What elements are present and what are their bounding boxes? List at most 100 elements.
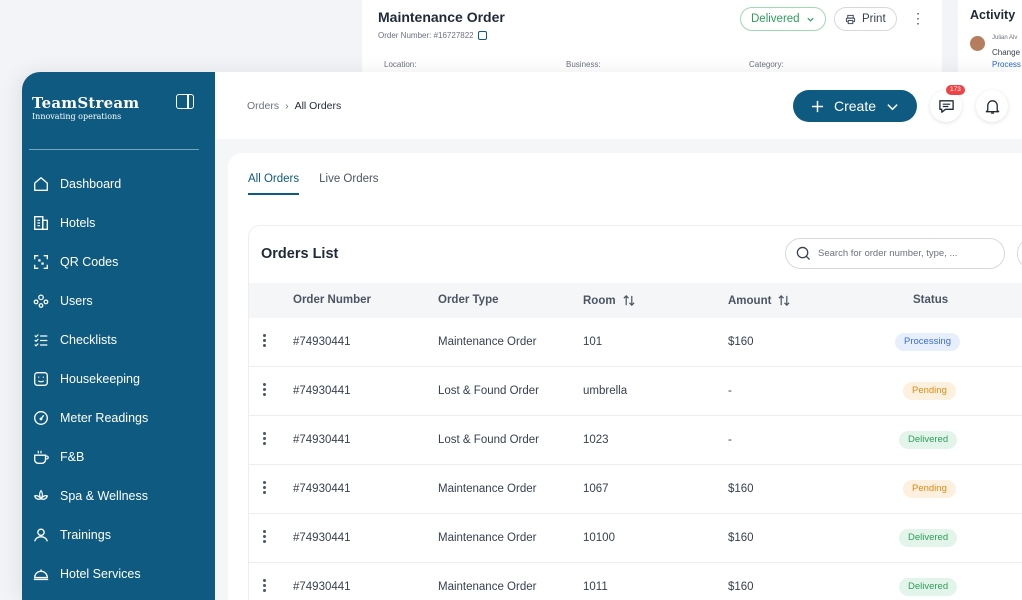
amount-cell: $160 <box>728 532 754 544</box>
order-number-cell[interactable]: #74930441 <box>293 385 351 397</box>
status-badge: Pending <box>903 480 956 498</box>
column-order-number[interactable]: Order Number <box>293 294 371 306</box>
order-number-cell[interactable]: #74930441 <box>293 483 351 495</box>
plus-icon <box>811 100 824 112</box>
room-cell: 1067 <box>583 483 609 495</box>
create-label: Create <box>833 98 877 114</box>
sidebar-item-fnb[interactable]: F&B <box>22 437 215 476</box>
sidebar: TeamStream Innovating operations Dashboa… <box>22 72 215 600</box>
status-badge: Delivered <box>899 578 958 596</box>
more-options-icon[interactable]: ⋮ <box>911 10 925 26</box>
search-input[interactable]: Search for order number, type, ... <box>785 238 1005 269</box>
orders-list-card: Orders List Search for order number, typ… <box>248 225 1022 600</box>
copy-icon[interactable] <box>477 31 487 40</box>
breadcrumb-orders[interactable]: Orders <box>247 100 280 112</box>
order-number-cell[interactable]: #74930441 <box>293 336 351 348</box>
amount-cell: - <box>728 434 732 446</box>
sidebar-item-checklists[interactable]: Checklists <box>22 320 215 359</box>
order-type-cell: Lost & Found Order <box>438 385 539 397</box>
room-cell: 101 <box>583 336 603 348</box>
activity-title: Activity <box>970 8 1016 22</box>
status-badge: Delivered <box>899 529 958 547</box>
row-actions-icon[interactable] <box>263 481 266 494</box>
brand-logo: TeamStream Innovating operations <box>32 94 139 121</box>
background-order-card: Maintenance Order Order Number: #1672782… <box>362 0 942 72</box>
notifications-button[interactable] <box>976 90 1008 122</box>
brand-tagline: Innovating operations <box>32 112 122 121</box>
filter-button[interactable] <box>1017 238 1022 269</box>
sidebar-item-qr-codes[interactable]: QR Codes <box>22 242 215 281</box>
sort-icon[interactable] <box>622 294 636 307</box>
messages-button[interactable] <box>930 90 962 122</box>
activity-status: Process <box>992 60 1021 69</box>
order-number-cell[interactable]: #74930441 <box>293 581 351 593</box>
sidebar-item-label: Trainings <box>60 527 111 542</box>
amount-cell: $160 <box>728 336 754 348</box>
tab-all-orders[interactable]: All Orders <box>248 173 300 195</box>
home-icon <box>34 176 48 191</box>
column-amount[interactable]: Amount <box>728 294 791 307</box>
sidebar-divider <box>29 149 199 150</box>
sidebar-item-label: Hotel Services <box>60 566 141 581</box>
column-status[interactable]: Status <box>913 294 949 306</box>
print-label: Print <box>862 13 886 25</box>
app-window: TeamStream Innovating operations Dashboa… <box>22 72 1022 600</box>
messages-badge: 173 <box>946 85 965 95</box>
sort-icon[interactable] <box>777 294 791 307</box>
row-actions-icon[interactable] <box>263 432 266 445</box>
activity-panel: Activity Julian Alv Change Process <box>958 0 1022 72</box>
sidebar-item-meter-readings[interactable]: Meter Readings <box>22 398 215 437</box>
bell-icon <box>985 99 999 114</box>
table-row[interactable]: #74930441 Lost & Found Order 1023 - Deli… <box>249 416 1022 465</box>
amount-cell: $160 <box>728 581 754 593</box>
sidebar-item-trainings[interactable]: Trainings <box>22 515 215 554</box>
order-type-cell: Maintenance Order <box>438 483 537 495</box>
service-bell-icon <box>33 569 49 580</box>
order-status-dropdown[interactable]: Delivered <box>740 7 826 31</box>
table-row[interactable]: #74930441 Maintenance Order 10100 $160 D… <box>249 514 1022 563</box>
activity-user: Julian Alv <box>992 35 1018 41</box>
chevron-right-icon: › <box>285 100 289 112</box>
users-icon <box>33 294 49 308</box>
table-row[interactable]: #74930441 Maintenance Order 1011 $160 De… <box>249 563 1022 600</box>
sidebar-nav: Dashboard Hotels QR Codes Users Checklis… <box>22 164 215 593</box>
building-icon <box>34 215 48 230</box>
sidebar-item-label: F&B <box>60 449 85 464</box>
search-icon <box>796 246 811 261</box>
create-button[interactable]: Create <box>793 90 917 122</box>
sidebar-item-label: Dashboard <box>60 176 122 191</box>
print-button[interactable]: Print <box>834 7 897 31</box>
brand-name: TeamStream <box>32 94 140 112</box>
chevron-down-icon <box>806 17 814 22</box>
sidebar-item-label: Spa & Wellness <box>60 488 149 503</box>
sidebar-item-users[interactable]: Users <box>22 281 215 320</box>
sidebar-item-dashboard[interactable]: Dashboard <box>22 164 215 203</box>
row-actions-icon[interactable] <box>263 383 266 396</box>
table-header: Order Number Order Type Room Amount Stat… <box>249 283 1022 318</box>
amount-cell: $160 <box>728 483 754 495</box>
order-number-cell[interactable]: #74930441 <box>293 532 351 544</box>
tab-live-orders[interactable]: Live Orders <box>319 173 379 185</box>
table-row[interactable]: #74930441 Lost & Found Order umbrella - … <box>249 367 1022 416</box>
column-room[interactable]: Room <box>583 294 636 307</box>
orders-list-title: Orders List <box>261 246 339 262</box>
order-number-cell[interactable]: #74930441 <box>293 434 351 446</box>
sidebar-item-hotel-services[interactable]: Hotel Services <box>22 554 215 593</box>
food-icon <box>34 450 49 464</box>
sidebar-item-hotels[interactable]: Hotels <box>22 203 215 242</box>
sidebar-item-spa-wellness[interactable]: Spa & Wellness <box>22 476 215 515</box>
row-actions-icon[interactable] <box>263 334 266 347</box>
table-row[interactable]: #74930441 Maintenance Order 1067 $160 Pe… <box>249 465 1022 514</box>
sidebar-item-label: QR Codes <box>60 254 119 269</box>
table-row[interactable]: #74930441 Maintenance Order 101 $160 Pro… <box>249 318 1022 367</box>
sidebar-item-housekeeping[interactable]: Housekeeping <box>22 359 215 398</box>
sidebar-toggle-icon[interactable] <box>176 94 194 109</box>
top-bar: Orders › All Orders Create 173 <box>215 72 1022 139</box>
order-type-cell: Maintenance Order <box>438 532 537 544</box>
column-order-type[interactable]: Order Type <box>438 294 499 306</box>
status-badge: Processing <box>895 333 960 351</box>
activity-line: Change <box>992 48 1021 57</box>
sidebar-item-label: Meter Readings <box>60 410 149 425</box>
row-actions-icon[interactable] <box>263 530 266 543</box>
row-actions-icon[interactable] <box>263 579 266 592</box>
